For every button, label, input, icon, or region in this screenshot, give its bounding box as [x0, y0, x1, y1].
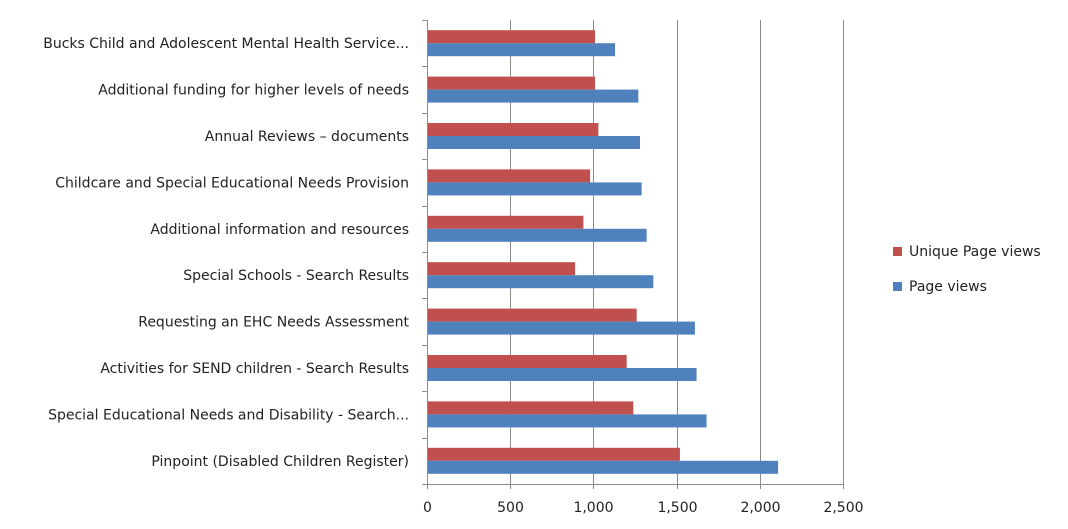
category-label: Special Schools - Search Results [183, 268, 409, 284]
category-label: Requesting an EHC Needs Assessment [138, 315, 409, 331]
bar-unique-page-views [427, 30, 596, 44]
bar-group [427, 30, 779, 474]
bar-page-views [427, 460, 779, 474]
bar-unique-page-views [427, 215, 584, 229]
legend-label: Unique Page views [909, 244, 1041, 260]
bar-page-views [427, 182, 642, 196]
x-tick-label: 2,500 [823, 500, 863, 516]
x-tick-label: 1,000 [573, 500, 613, 516]
bar-page-views [427, 43, 616, 57]
category-label: Additional information and resources [150, 222, 409, 238]
bar-unique-page-views [427, 123, 599, 136]
bar-unique-page-views [427, 308, 637, 322]
bar-unique-page-views [427, 355, 627, 368]
legend-swatch [893, 282, 902, 291]
bar-page-views [427, 228, 647, 242]
category-label: Activities for SEND children - Search Re… [100, 361, 409, 377]
bar-unique-page-views [427, 447, 680, 461]
category-label: Special Educational Needs and Disability… [48, 407, 409, 423]
legend: Unique Page views Page views [893, 244, 1041, 295]
x-tick-label: 2,000 [740, 500, 780, 516]
bar-unique-page-views [427, 401, 634, 415]
bar-unique-page-views [427, 169, 591, 183]
category-label: Childcare and Special Educational Needs … [55, 175, 409, 191]
x-tick-label: 1,500 [657, 500, 697, 516]
category-label: Annual Reviews – documents [205, 129, 409, 145]
category-label: Pinpoint (Disabled Children Register) [151, 454, 409, 470]
bar-page-views [427, 136, 640, 149]
axes [422, 20, 844, 489]
legend-label: Page views [909, 279, 987, 295]
x-tick-labels: 0 500 1,000 1,500 2,000 2,500 [423, 500, 864, 516]
bar-page-views [427, 414, 707, 428]
x-tick-label: 500 [497, 500, 524, 516]
bar-page-views [427, 321, 695, 335]
category-label: Additional funding for higher levels of … [98, 83, 409, 99]
bar-unique-page-views [427, 76, 596, 90]
bar-unique-page-views [427, 262, 576, 276]
legend-swatch [893, 247, 902, 256]
bar-page-views [427, 275, 654, 289]
bar-page-views [427, 89, 639, 103]
category-label: Bucks Child and Adolescent Mental Health… [43, 36, 409, 52]
category-labels: Pinpoint (Disabled Children Register) Spe… [43, 36, 409, 470]
x-tick-label: 0 [423, 500, 432, 516]
bar-page-views [427, 368, 697, 381]
